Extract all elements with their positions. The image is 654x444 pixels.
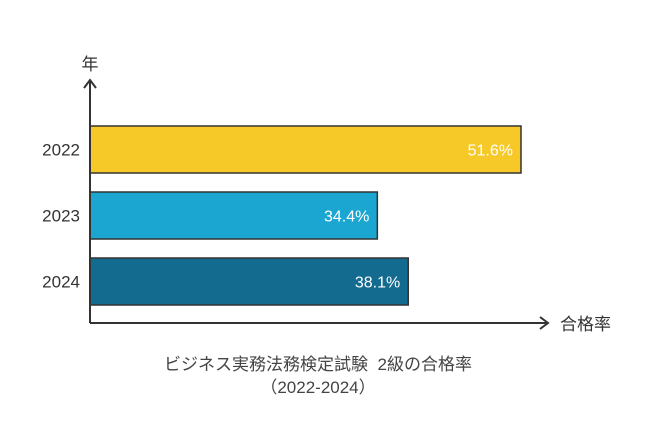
bar-2022	[89, 125, 522, 174]
bar-2024	[89, 257, 409, 306]
y-axis-label: 年	[82, 55, 99, 74]
y-tick-label: 2024	[42, 273, 80, 292]
y-tick-label: 2023	[42, 207, 80, 226]
bar-2023	[89, 191, 379, 240]
y-tick-label: 2022	[42, 141, 80, 160]
data-label: 34.4%	[324, 209, 369, 226]
chart-title: ビジネス実務法務検定試験 2級の合格率	[164, 355, 472, 374]
x-axis-label: 合格率	[560, 315, 611, 334]
data-label: 51.6%	[468, 143, 513, 160]
chart-subtitle: （2022-2024）	[260, 378, 375, 397]
y-axis-arrow-icon	[83, 78, 97, 89]
x-axis-arrow-icon	[539, 316, 550, 330]
data-label: 38.1%	[355, 275, 400, 292]
